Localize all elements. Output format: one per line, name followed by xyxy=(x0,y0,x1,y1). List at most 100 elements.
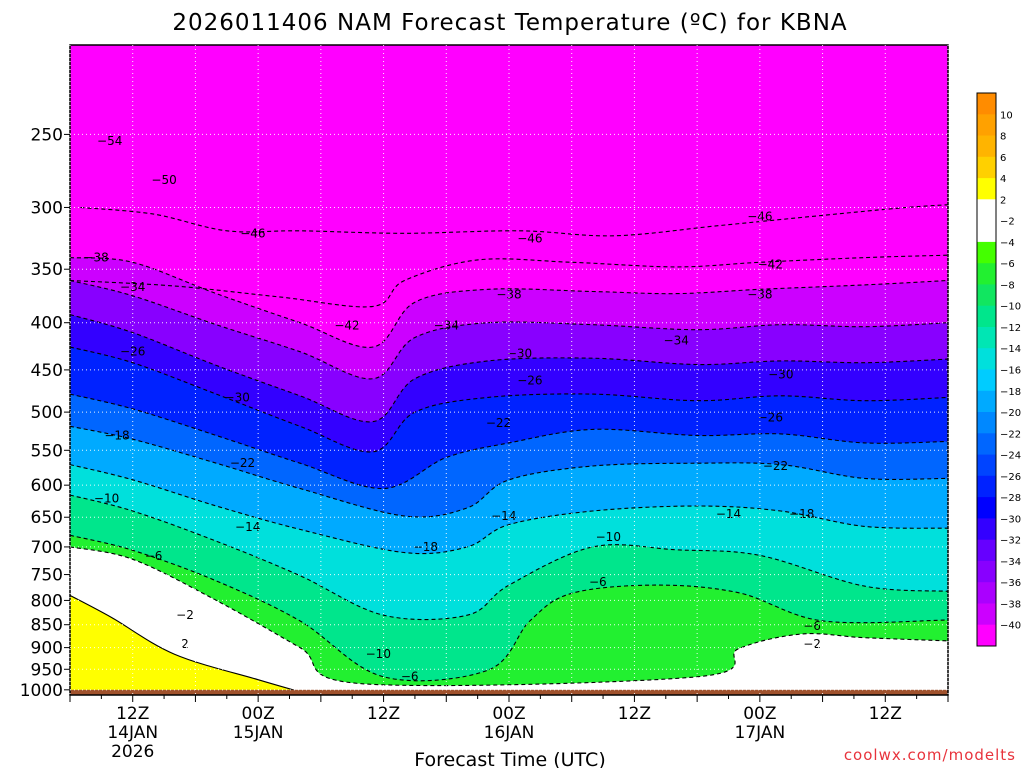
colorbar-label: 8 xyxy=(1000,132,1006,143)
contour-label: −2 xyxy=(803,637,821,651)
colorbar-segment xyxy=(977,582,996,604)
colorbar: 10 8 6 4 2 −2 −4 −6 −8 −10 −12 −14 −16 −18 −20 −22 −24 −2… xyxy=(976,92,1021,647)
colorbar-segment xyxy=(977,135,996,158)
x-tick-label: 00Z xyxy=(492,704,525,724)
plot-area: −54−50−46 −46−46−42−42−38−38 −38−34−34−34−… xyxy=(70,45,948,695)
y-tick-label: 500 xyxy=(31,403,63,423)
contour-label: −38 xyxy=(83,251,108,265)
colorbar-segment xyxy=(977,348,996,370)
contour-line xyxy=(70,279,948,380)
contour-label: −14 xyxy=(491,509,516,523)
colorbar-frame xyxy=(976,92,997,647)
colorbar-label: −24 xyxy=(1000,451,1021,462)
colorbar-segment xyxy=(977,241,996,264)
y-tick-label: 400 xyxy=(31,314,63,334)
contour-label: −10 xyxy=(596,530,621,544)
y-tick-label: 900 xyxy=(31,639,63,659)
x-tick-year: 2026 xyxy=(111,742,154,762)
colorbar-segment xyxy=(977,156,996,179)
colorbar-label: −2 xyxy=(1000,217,1015,228)
colorbar-segment xyxy=(977,624,996,647)
contour-line xyxy=(70,494,948,621)
contour-label: −18 xyxy=(413,540,438,554)
y-tick-label: 750 xyxy=(31,566,63,586)
contour-label: −30 xyxy=(507,347,532,361)
colorbar-label: −14 xyxy=(1000,344,1021,355)
colorbar-segment xyxy=(977,114,996,137)
y-tick-label: 250 xyxy=(31,125,63,145)
colorbar-label: −40 xyxy=(1000,621,1021,632)
x-tick-date: 15JAN xyxy=(233,723,284,743)
colorbar-segment xyxy=(977,390,996,413)
y-tick-label: 450 xyxy=(31,361,63,381)
contour-label: −6 xyxy=(145,549,163,563)
colorbar-segment xyxy=(977,220,996,243)
colorbar-label: −38 xyxy=(1000,600,1021,611)
colorbar-label: −12 xyxy=(1000,323,1021,334)
x-tick-date: 17JAN xyxy=(735,723,786,743)
contour-label: −2 xyxy=(176,608,194,622)
contour-line xyxy=(70,254,948,308)
contour-line xyxy=(80,204,948,237)
colorbar-segment xyxy=(977,369,996,392)
colorbar-segment xyxy=(977,603,996,626)
x-axis-label: Forecast Time (UTC) xyxy=(414,749,605,768)
colorbar-label: 10 xyxy=(1000,110,1013,121)
colorbar-segment xyxy=(977,433,996,456)
colorbar-label: −18 xyxy=(1000,387,1021,398)
x-tick-date: 16JAN xyxy=(484,723,535,743)
y-tick-label: 950 xyxy=(31,660,63,680)
contour-label: −10 xyxy=(94,491,119,505)
colorbar-label: −4 xyxy=(1000,238,1015,249)
y-tick-label: 600 xyxy=(31,476,63,496)
colorbar-segment xyxy=(977,305,996,328)
colorbar-label: −16 xyxy=(1000,366,1021,377)
contour-line xyxy=(70,546,948,687)
colorbar-label: 4 xyxy=(1000,174,1006,185)
colorbar-label: −20 xyxy=(1000,408,1021,419)
colorbar-label: −6 xyxy=(1000,259,1015,270)
temperature-band xyxy=(70,595,300,695)
contour-label: −34 xyxy=(120,280,145,294)
y-tick-label: 650 xyxy=(31,508,63,528)
contour-label: −26 xyxy=(517,373,542,387)
y-tick-label: 350 xyxy=(31,260,63,280)
y-tick-label: 550 xyxy=(31,441,63,461)
contour-label: −18 xyxy=(104,429,129,443)
contour-label: −6 xyxy=(589,575,607,589)
y-tick-label: 850 xyxy=(31,616,63,636)
colorbar-segment xyxy=(977,93,996,115)
contour-label: −46 xyxy=(240,226,265,240)
contour-label: −34 xyxy=(664,333,689,347)
contour-label: −6 xyxy=(401,669,419,683)
contour-label: −38 xyxy=(496,288,521,302)
colorbar-segment xyxy=(977,327,996,349)
contour-label: −54 xyxy=(97,134,122,148)
x-tick-label: 12Z xyxy=(869,704,902,724)
colorbar-label: −30 xyxy=(1000,514,1021,525)
chart-title: 2026011406 NAM Forecast Temperature (ºC)… xyxy=(172,10,847,36)
colorbar-segment xyxy=(977,454,996,477)
colorbar-label: −10 xyxy=(1000,302,1021,313)
x-tick-label: 00Z xyxy=(743,704,776,724)
y-tick-label: 700 xyxy=(31,538,63,558)
colorbar-label: −8 xyxy=(1000,280,1015,291)
ground-below-surface xyxy=(70,689,948,695)
colorbar-segment xyxy=(977,475,996,498)
contour-label: −14 xyxy=(235,520,260,534)
contour-label: 2 xyxy=(181,637,189,651)
colorbar-label: −22 xyxy=(1000,429,1021,440)
colorbar-label: −34 xyxy=(1000,557,1021,568)
colorbar-segment xyxy=(977,539,996,562)
colorbar-segment xyxy=(977,284,996,307)
x-tick-label: 12Z xyxy=(367,704,400,724)
colorbar-segment xyxy=(977,412,996,434)
colorbar-label: −36 xyxy=(1000,578,1021,589)
contour-label: −26 xyxy=(758,411,783,425)
colorbar-label: −26 xyxy=(1000,472,1021,483)
y-axis: 250 300 350 400 450 500 550 600 650 700 750 800 850 9… xyxy=(20,125,70,701)
colorbar-segment xyxy=(977,199,996,222)
credit-text: coolwx.com/modelts xyxy=(844,746,1016,764)
contour-label: −22 xyxy=(230,456,255,470)
